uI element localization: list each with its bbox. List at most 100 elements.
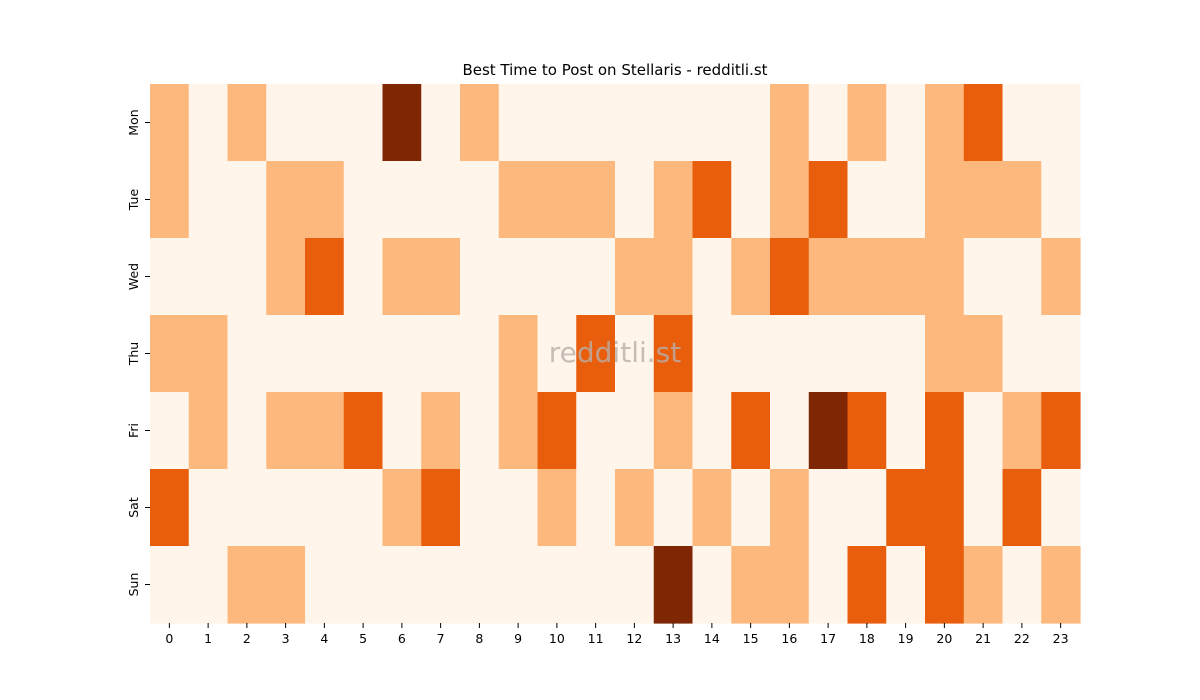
heatmap-cell-tue-5 (343, 161, 384, 239)
x-tick-label: 0 (165, 631, 173, 646)
heatmap-cell-tue-23 (1041, 161, 1081, 239)
heatmap-cell-thu-20 (925, 315, 965, 393)
heatmap-cell-wed-19 (886, 238, 926, 316)
heatmap-cell-thu-8 (460, 315, 500, 393)
heatmap-cell-thu-10 (537, 315, 577, 393)
heatmap-cell-sat-0 (150, 469, 190, 547)
heatmap-cell-tue-15 (731, 161, 771, 239)
heatmap-cell-sun-22 (1002, 546, 1042, 624)
heatmap-cell-fri-22 (1002, 392, 1042, 470)
heatmap-cell-sun-14 (692, 546, 732, 624)
heatmap-cell-fri-13 (653, 392, 694, 470)
heatmap-cell-thu-7 (421, 315, 461, 393)
heatmap-cell-tue-7 (421, 161, 461, 239)
x-tick-label: 13 (665, 631, 681, 646)
x-tick-label: 4 (320, 631, 328, 646)
heatmap-cell-wed-8 (460, 238, 500, 316)
heatmap-cell-sat-14 (692, 469, 732, 547)
x-tick-label: 1 (204, 631, 212, 646)
heatmap-cell-thu-16 (770, 315, 810, 393)
y-tick-label: Sat (126, 497, 141, 518)
x-tick-label: 8 (475, 631, 483, 646)
heatmap-cell-sun-1 (188, 546, 229, 624)
heatmap-cell-wed-18 (847, 238, 887, 316)
heatmap-cell-sun-18 (847, 546, 887, 624)
heatmap-cell-fri-6 (382, 392, 422, 470)
heatmap-cell-wed-23 (1041, 238, 1081, 316)
heatmap-cell-tue-14 (692, 161, 732, 239)
heatmap-cell-wed-15 (731, 238, 771, 316)
heatmap-cell-sun-9 (498, 546, 539, 624)
x-tick-label: 2 (243, 631, 251, 646)
heatmap-cell-mon-17 (808, 84, 849, 162)
heatmap-cells (150, 84, 1081, 624)
heatmap-cell-wed-22 (1002, 238, 1042, 316)
heatmap-cell-wed-3 (266, 238, 306, 316)
heatmap-cell-sat-21 (963, 469, 1004, 547)
heatmap-cell-tue-8 (460, 161, 500, 239)
heatmap-cell-wed-16 (770, 238, 810, 316)
heatmap-cell-fri-3 (266, 392, 306, 470)
heatmap-cell-sun-20 (925, 546, 965, 624)
heatmap-cell-mon-14 (692, 84, 732, 162)
heatmap-cell-tue-3 (266, 161, 306, 239)
heatmap-cell-fri-9 (498, 392, 539, 470)
x-tick-label: 6 (398, 631, 406, 646)
heatmap-cell-thu-22 (1002, 315, 1042, 393)
heatmap-cell-fri-21 (963, 392, 1004, 470)
heatmap-cell-tue-20 (925, 161, 965, 239)
heatmap-cell-sat-2 (227, 469, 267, 547)
heatmap-cell-sat-20 (925, 469, 965, 547)
heatmap-cell-mon-12 (615, 84, 655, 162)
heatmap-cell-sun-3 (266, 546, 306, 624)
heatmap-cell-thu-0 (150, 315, 190, 393)
heatmap-cell-sun-21 (963, 546, 1004, 624)
heatmap-cell-sat-3 (266, 469, 306, 547)
watermark: redditli.st (549, 336, 681, 369)
x-tick-label: 15 (743, 631, 759, 646)
heatmap-cell-sun-6 (382, 546, 422, 624)
heatmap-cell-fri-19 (886, 392, 926, 470)
heatmap-cell-mon-20 (925, 84, 965, 162)
heatmap-cell-sun-2 (227, 546, 267, 624)
heatmap-cell-tue-9 (498, 161, 539, 239)
heatmap-cell-mon-11 (576, 84, 616, 162)
heatmap-cell-sun-8 (460, 546, 500, 624)
heatmap-cell-wed-5 (343, 238, 384, 316)
heatmap-cell-mon-22 (1002, 84, 1042, 162)
heatmap-cell-fri-10 (537, 392, 577, 470)
heatmap-cell-fri-1 (188, 392, 229, 470)
heatmap-cell-mon-1 (188, 84, 229, 162)
heatmap-cell-wed-20 (925, 238, 965, 316)
heatmap-cell-tue-1 (188, 161, 229, 239)
heatmap-cell-thu-23 (1041, 315, 1081, 393)
heatmap-cell-mon-19 (886, 84, 926, 162)
heatmap-cell-tue-18 (847, 161, 887, 239)
y-tick-label: Wed (126, 263, 141, 290)
x-tick-label: 11 (588, 631, 604, 646)
heatmap-cell-fri-14 (692, 392, 732, 470)
y-tick-label: Thu (126, 342, 141, 366)
heatmap-cell-sun-16 (770, 546, 810, 624)
heatmap-cell-mon-18 (847, 84, 887, 162)
x-tick-label: 12 (626, 631, 642, 646)
heatmap-cell-tue-19 (886, 161, 926, 239)
heatmap-cell-wed-17 (808, 238, 849, 316)
heatmap-cell-tue-11 (576, 161, 616, 239)
heatmap-cell-sun-15 (731, 546, 771, 624)
heatmap-cell-sat-5 (343, 469, 384, 547)
heatmap-cell-sun-7 (421, 546, 461, 624)
heatmap-cell-thu-6 (382, 315, 422, 393)
heatmap-cell-sat-1 (188, 469, 229, 547)
heatmap-cell-fri-12 (615, 392, 655, 470)
heatmap-cell-wed-7 (421, 238, 461, 316)
heatmap-cell-sat-15 (731, 469, 771, 547)
heatmap-cell-sun-17 (808, 546, 849, 624)
heatmap-cell-sun-13 (653, 546, 694, 624)
heatmap-cell-sun-0 (150, 546, 190, 624)
heatmap-cell-fri-7 (421, 392, 461, 470)
heatmap-cell-sun-11 (576, 546, 616, 624)
x-tick-label: 7 (437, 631, 445, 646)
heatmap-cell-sat-13 (653, 469, 694, 547)
